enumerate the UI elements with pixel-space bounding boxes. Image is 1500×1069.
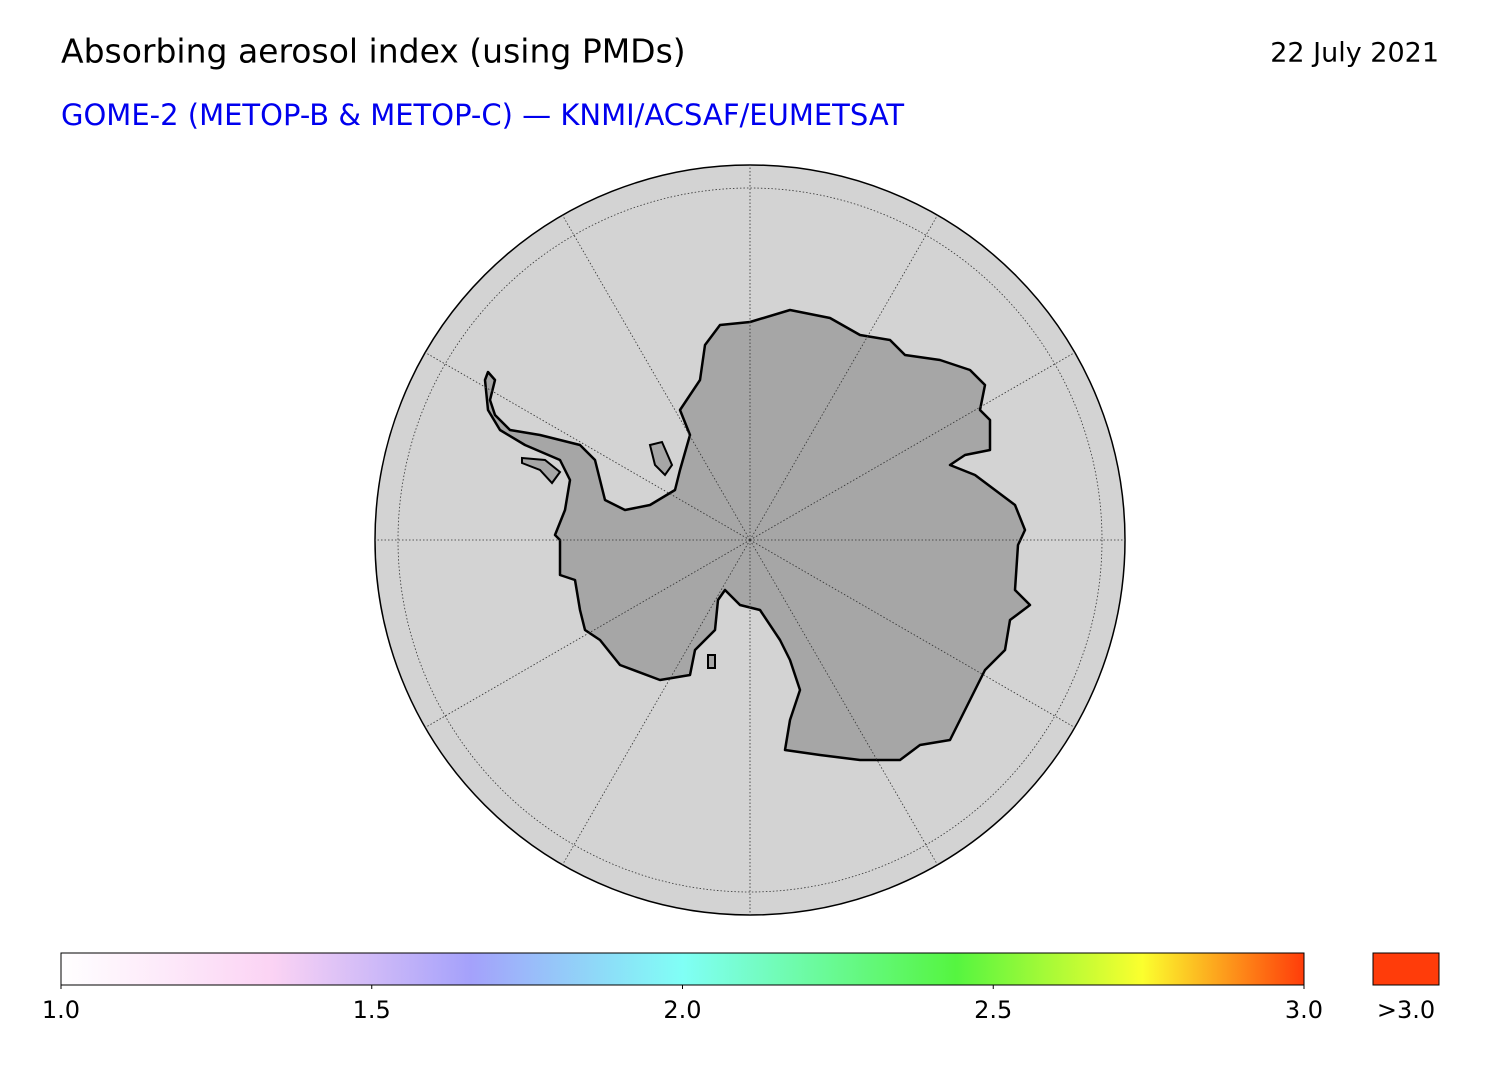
island	[521, 456, 562, 485]
meridian	[749, 352, 1075, 541]
meridian	[425, 352, 751, 541]
tick-label: 2.0	[663, 996, 701, 1024]
meridian	[562, 539, 751, 865]
meridian	[425, 539, 751, 728]
tick-label: 1.0	[42, 996, 80, 1024]
subtitle: GOME-2 (METOP-B & METOP-C) — KNMI/ACSAF/…	[61, 98, 904, 132]
tick-label: 3.0	[1285, 996, 1323, 1024]
meridian	[749, 539, 1075, 728]
title: Absorbing aerosol index (using PMDs)	[61, 32, 686, 71]
overflow-label: >3.0	[1377, 996, 1435, 1024]
colorbar	[60, 952, 1305, 986]
meridian	[562, 215, 751, 541]
colorbar-overflow	[1372, 952, 1440, 986]
graticule	[375, 165, 1125, 915]
meridian	[749, 215, 938, 541]
island	[648, 440, 674, 477]
map	[374, 164, 1126, 916]
meridian	[749, 539, 938, 865]
tick-label: 2.5	[974, 996, 1012, 1024]
tick-label: 1.5	[353, 996, 391, 1024]
antarctica	[483, 308, 1032, 762]
date: 22 July 2021	[1270, 38, 1439, 69]
island	[707, 654, 716, 669]
